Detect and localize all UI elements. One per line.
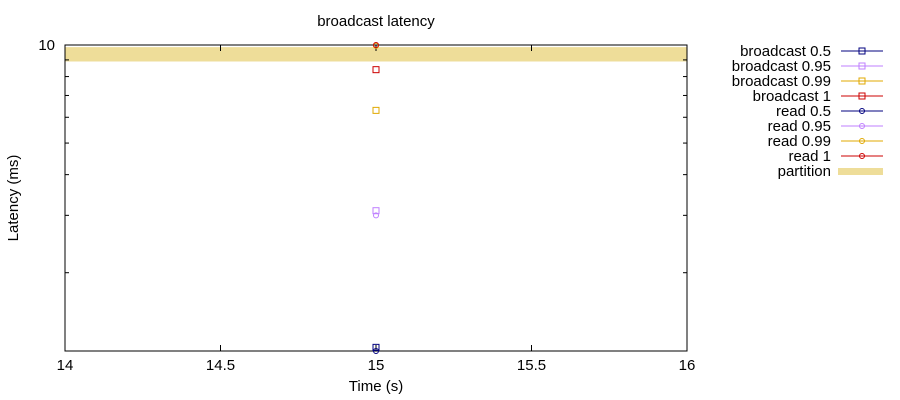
x-tick-label: 16	[679, 357, 696, 374]
plot-frame	[64, 44, 688, 352]
legend-label: broadcast 1	[753, 88, 831, 105]
data-point	[373, 42, 379, 48]
legend-label: read 0.95	[768, 118, 831, 135]
data-point	[372, 106, 380, 114]
legend-marker	[858, 47, 866, 55]
legend-marker	[858, 62, 866, 70]
ticks-layer: 14 14.5 15 15.5 16 10	[38, 37, 695, 374]
legend-label: read 1	[788, 148, 831, 165]
data-point	[373, 348, 379, 354]
legend-label: partition	[778, 163, 831, 180]
x-tick-label: 14	[57, 357, 74, 374]
y-axis-label: Latency (ms)	[5, 155, 22, 242]
data-point	[373, 212, 379, 219]
chart-title: broadcast latency	[317, 13, 435, 30]
x-tick-label: 14.5	[206, 357, 235, 374]
points-layer	[372, 42, 380, 354]
x-tick-label: 15.5	[517, 357, 546, 374]
legend-label: broadcast 0.5	[740, 43, 831, 60]
axes-layer	[64, 44, 688, 352]
data-point	[372, 66, 380, 74]
legend-marker	[858, 77, 866, 85]
data-point	[372, 207, 380, 215]
legend-label: read 0.5	[776, 103, 831, 120]
legend-label: broadcast 0.95	[732, 58, 831, 75]
legend-label: read 0.99	[768, 133, 831, 150]
x-axis-label: Time (s)	[349, 378, 403, 395]
legend-marker	[859, 153, 865, 159]
x-tick-label: 15	[368, 357, 385, 374]
legend-marker	[859, 138, 865, 144]
data-point	[372, 343, 380, 351]
legend-label: broadcast 0.99	[732, 73, 831, 90]
y-tick-label: 10	[38, 37, 55, 54]
legend-marker	[858, 92, 866, 100]
legend-marker	[859, 123, 865, 129]
legend-marker	[859, 108, 865, 114]
legend-partition-swatch	[838, 168, 883, 175]
